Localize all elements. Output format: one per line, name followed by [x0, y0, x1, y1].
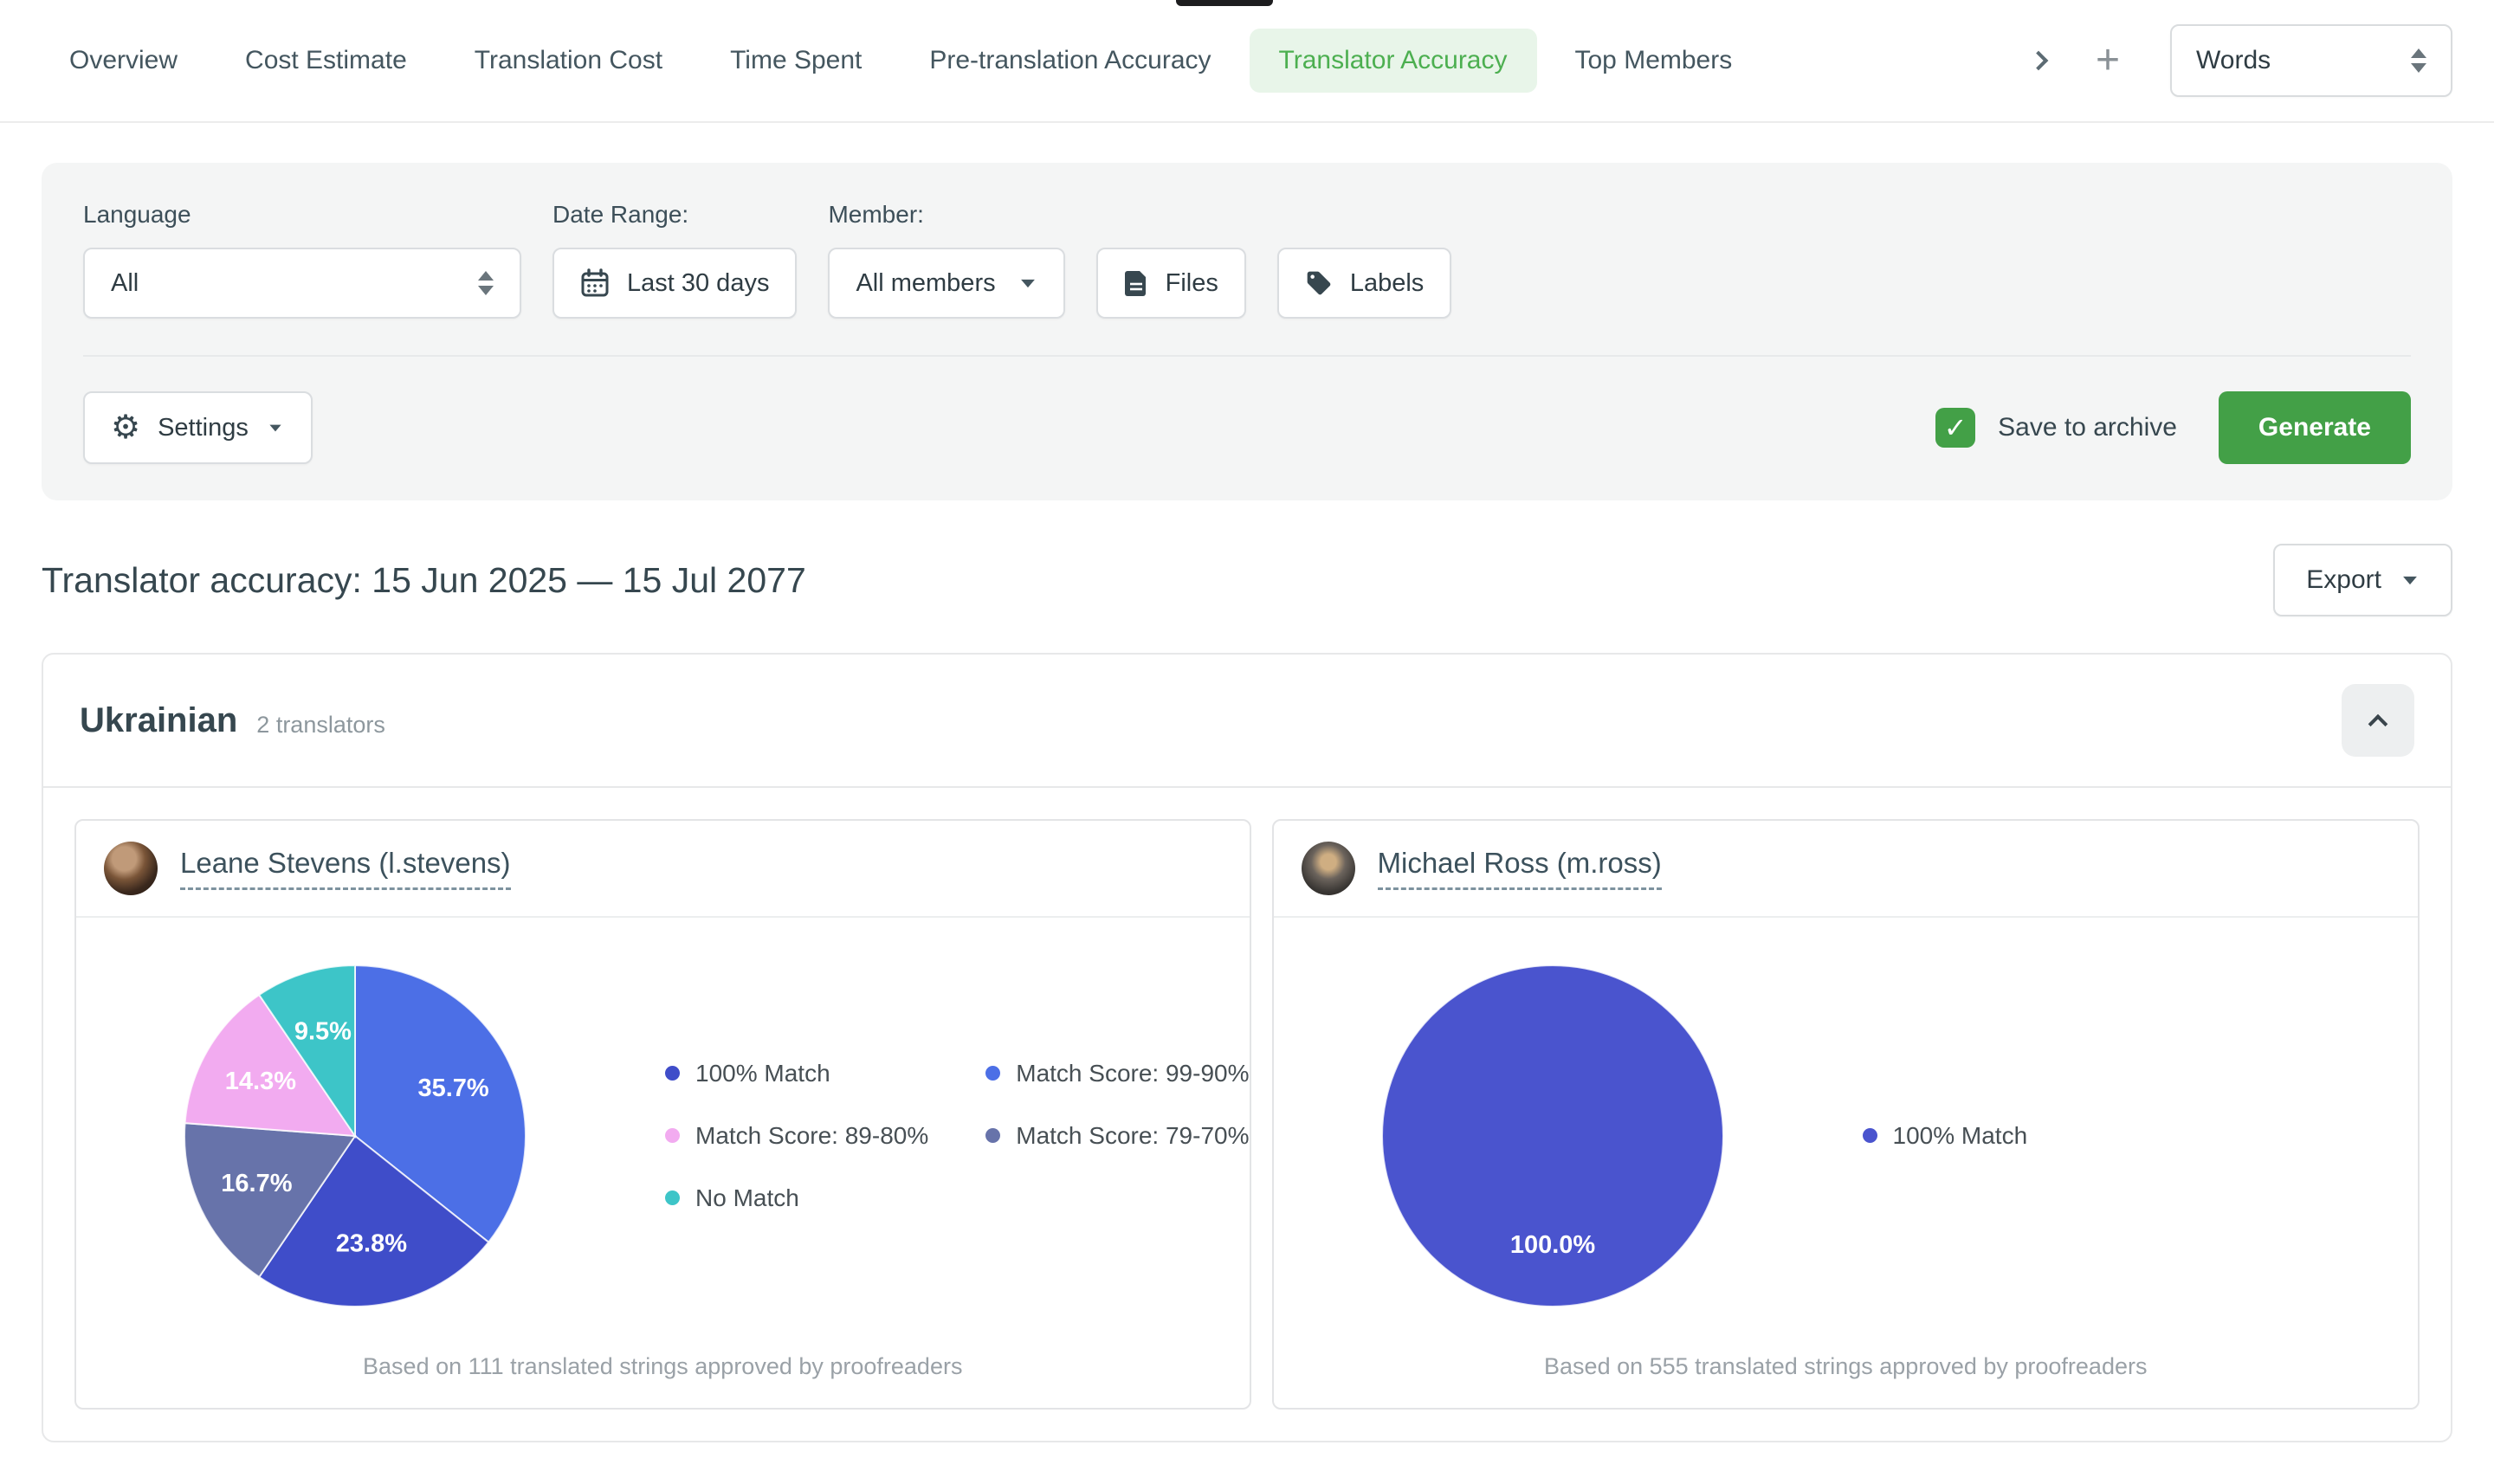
tab-overview[interactable]: Overview	[69, 46, 178, 74]
tab-cost-estimate[interactable]: Cost Estimate	[245, 46, 407, 74]
caret-down-icon	[269, 424, 281, 431]
translator-name[interactable]: Leane Stevens (l.stevens)	[180, 847, 511, 890]
member-label: Member:	[828, 201, 924, 228]
chart-legend: 100% Match Match Score: 99-90% Match Sco…	[665, 1060, 1250, 1212]
accuracy-pie-chart[interactable]: 100.0%	[1371, 954, 1735, 1318]
generate-button[interactable]: Generate	[2218, 391, 2411, 464]
pie-slice-label: 9.5%	[294, 1017, 352, 1045]
translator-footnote: Based on 111 translated strings approved…	[363, 1353, 963, 1379]
export-button[interactable]: Export	[2273, 544, 2452, 616]
caret-down-icon	[2403, 576, 2417, 584]
legend-label: No Match	[695, 1184, 799, 1211]
legend-dot-icon	[985, 1128, 1001, 1143]
legend-label: 100% Match	[695, 1059, 830, 1087]
pie-slice-label: 35.7%	[417, 1074, 488, 1102]
language-section-title: Ukrainian	[80, 700, 238, 739]
unit-select-value: Words	[2196, 46, 2271, 74]
pie-slice[interactable]	[1380, 964, 1724, 1307]
pie-slice[interactable]	[257, 964, 356, 1139]
unit-select[interactable]: Words	[2170, 24, 2452, 97]
chevron-up-icon	[2368, 713, 2388, 734]
report-tabbar: Overview Cost Estimate Translation Cost Tim…	[0, 0, 2494, 123]
date-range-label: Date Range:	[552, 201, 689, 228]
tag-icon	[1307, 271, 1331, 295]
translator-name[interactable]: Michael Ross (m.ross)	[1377, 847, 1662, 890]
legend-item[interactable]: Match Score: 99-90%	[985, 1059, 1250, 1087]
tab-pre-translation-accuracy[interactable]: Pre-translation Accuracy	[929, 46, 1211, 74]
top-edge-artifact	[1176, 0, 1273, 6]
translator-footnote: Based on 555 translated strings approved…	[1544, 1353, 2148, 1379]
pie-slice-label: 23.8%	[336, 1229, 407, 1257]
pie-slice[interactable]	[184, 993, 357, 1137]
language-section-card: Ukrainian 2 translators Leane Stevens (l…	[42, 653, 2452, 1442]
pie-slice[interactable]	[257, 1134, 490, 1307]
tab-time-spent[interactable]: Time Spent	[730, 46, 863, 74]
file-icon	[1124, 271, 1146, 296]
report-filter-panel: Language All Date Range: Last 30 days	[42, 163, 2452, 500]
legend-dot-icon	[665, 1066, 680, 1081]
legend-item[interactable]: 100% Match	[1862, 1121, 2028, 1150]
tabbar-right-cluster: + Words	[2028, 24, 2452, 97]
settings-button[interactable]: ⚙ Settings	[83, 391, 313, 464]
page-title: Translator accuracy: 15 Jun 2025 — 15 Ju…	[42, 559, 806, 600]
translators-count: 2 translators	[256, 711, 385, 738]
tab-top-members[interactable]: Top Members	[1574, 46, 1733, 74]
files-filter-button[interactable]: Files	[1095, 248, 1246, 319]
legend-dot-icon	[665, 1128, 680, 1143]
legend-dot-icon	[1862, 1128, 1877, 1143]
legend-item[interactable]: 100% Match	[665, 1060, 928, 1087]
pie-slice-label: 14.3%	[225, 1067, 296, 1094]
legend-label: Match Score: 89-80%	[695, 1121, 929, 1149]
save-to-archive-label: Save to archive	[1998, 413, 2177, 442]
settings-label: Settings	[158, 413, 249, 442]
select-updown-icon	[478, 271, 494, 295]
legend-item[interactable]: Match Score: 79-70%	[985, 1121, 1250, 1150]
select-updown-icon	[2411, 48, 2426, 73]
pie-slice-label: 100.0%	[1509, 1231, 1595, 1259]
labels-filter-button[interactable]: Labels	[1276, 248, 1452, 319]
language-label: Language	[83, 201, 191, 228]
save-to-archive-checkbox[interactable]: ✓	[1935, 408, 1976, 448]
pie-slice[interactable]	[354, 964, 527, 1243]
language-select-value: All	[111, 268, 139, 297]
tabs-overflow-chevron-right-icon[interactable]	[2028, 50, 2049, 71]
tab-translation-cost[interactable]: Translation Cost	[474, 46, 663, 74]
caret-down-icon	[1020, 279, 1035, 287]
translators-row: Leane Stevens (l.stevens) 35.7% 23.8% 16.7…	[43, 788, 2451, 1441]
gear-icon: ⚙	[111, 410, 141, 446]
date-range-value: Last 30 days	[627, 268, 770, 297]
files-filter-label: Files	[1165, 268, 1218, 297]
legend-label: 100% Match	[1892, 1121, 2028, 1149]
chart-legend: 100% Match	[1862, 1121, 2085, 1150]
collapse-section-button[interactable]	[2342, 684, 2414, 757]
member-dropdown[interactable]: All members	[828, 248, 1065, 319]
add-report-tab-button[interactable]: +	[2095, 37, 2120, 83]
export-label: Export	[2306, 565, 2381, 594]
checkmark-icon: ✓	[1943, 412, 1967, 443]
panel-divider	[83, 355, 2411, 357]
member-dropdown-value: All members	[856, 268, 996, 297]
legend-label: Match Score: 79-70%	[1016, 1121, 1250, 1149]
date-range-button[interactable]: Last 30 days	[552, 248, 798, 319]
translator-card: Leane Stevens (l.stevens) 35.7% 23.8% 16.7…	[74, 819, 1251, 1410]
pie-slice[interactable]	[184, 1121, 357, 1278]
pie-slice-label: 16.7%	[221, 1169, 292, 1197]
avatar	[1301, 842, 1355, 895]
tab-translator-accuracy[interactable]: Translator Accuracy	[1249, 29, 1537, 93]
report-tabs: Overview Cost Estimate Translation Cost Tim…	[40, 29, 1761, 93]
legend-label: Match Score: 99-90%	[1016, 1059, 1250, 1087]
labels-filter-label: Labels	[1349, 268, 1425, 297]
legend-item[interactable]: No Match	[665, 1184, 928, 1212]
avatar	[104, 842, 158, 895]
legend-item[interactable]: Match Score: 89-80%	[665, 1122, 928, 1150]
translator-card: Michael Ross (m.ross) 100.0% 100% Match …	[1271, 819, 2420, 1410]
language-select[interactable]: All	[83, 248, 521, 319]
calendar-icon	[581, 268, 609, 297]
legend-dot-icon	[985, 1066, 1001, 1081]
accuracy-pie-chart[interactable]: 35.7% 23.8% 16.7% 14.3% 9.5%	[173, 954, 537, 1318]
legend-dot-icon	[665, 1190, 680, 1205]
